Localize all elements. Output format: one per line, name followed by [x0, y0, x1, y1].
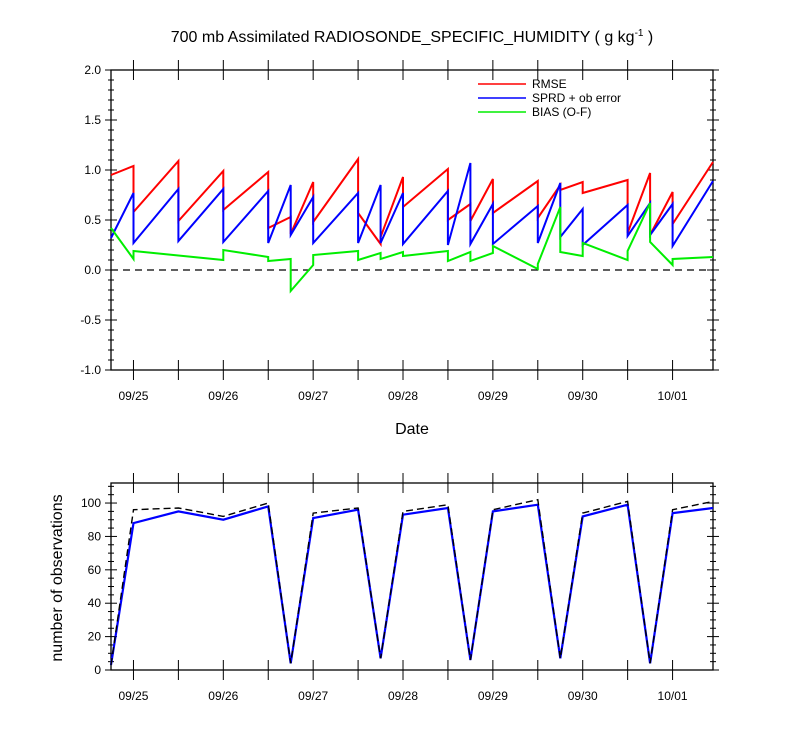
y-tick-label: -0.5	[80, 313, 101, 327]
x-axis-label: Date	[395, 421, 429, 438]
x-tick-label: 09/27	[298, 389, 328, 403]
x-tick-label: 10/01	[658, 389, 688, 403]
x-tick-label: 09/29	[478, 689, 508, 703]
observation-count-chart: 0 20 40 60 80 100 09/25 09/26 09/27 09/28 09/29 09/…	[81, 473, 719, 703]
plot-frame	[110, 482, 714, 671]
title-suffix: )	[643, 29, 653, 46]
x-tick-label: 09/30	[568, 689, 598, 703]
series-rmse	[110, 155, 714, 248]
legend-label-spread: SPRD + ob error	[532, 91, 621, 105]
y-tick-label: 1.5	[84, 113, 101, 127]
legend-label-rmse: RMSE	[532, 77, 567, 91]
x-tick-label: 09/25	[118, 389, 148, 403]
y-tick-label: 1.0	[84, 163, 101, 177]
x-tick-label: 09/26	[208, 389, 238, 403]
y-tick-label: 0.5	[84, 213, 101, 227]
series-assimilated	[109, 503, 714, 666]
y-tick-label: -1.0	[80, 363, 101, 377]
y-tick-label: 2.0	[84, 63, 101, 77]
x-tick-label: 09/28	[388, 689, 418, 703]
chart-title: 700 mb Assimilated RADIOSONDE_SPECIFIC_H…	[171, 28, 654, 46]
y-tick-label: 20	[88, 630, 102, 644]
series-total	[110, 498, 714, 666]
x-tick-label: 09/28	[388, 389, 418, 403]
plot-frame	[110, 69, 714, 371]
x-tick-label: 09/25	[118, 689, 148, 703]
x-tick-label: 10/01	[658, 689, 688, 703]
y-tick-label: 60	[88, 563, 102, 577]
y-tick-label: 0.0	[84, 263, 101, 277]
x-tick-label: 09/26	[208, 689, 238, 703]
series-sprd-ob-error	[110, 162, 714, 250]
legend: RMSE SPRD + ob error BIAS (O-F)	[478, 77, 621, 119]
legend-label-bias: BIAS (O-F)	[532, 105, 591, 119]
y-tick-label: 100	[81, 496, 101, 510]
rmse-spread-bias-chart: -1.0 -0.5 0.0 0.5 1.0 1.5 2.0 09/25 09/26 09/27 09…	[80, 60, 719, 403]
x-tick-label: 09/27	[298, 689, 328, 703]
x-tick-label: 09/29	[478, 389, 508, 403]
title-superscript: -1	[635, 28, 644, 39]
y-axis-label-observations: number of observations	[49, 494, 66, 661]
y-tick-label: 40	[88, 596, 102, 610]
y-tick-label: 80	[88, 529, 102, 543]
title-main: 700 mb Assimilated RADIOSONDE_SPECIFIC_H…	[171, 29, 635, 46]
x-tick-label: 09/30	[568, 389, 598, 403]
y-tick-label: 0	[94, 663, 101, 677]
series-bias-o-f-	[110, 202, 714, 294]
